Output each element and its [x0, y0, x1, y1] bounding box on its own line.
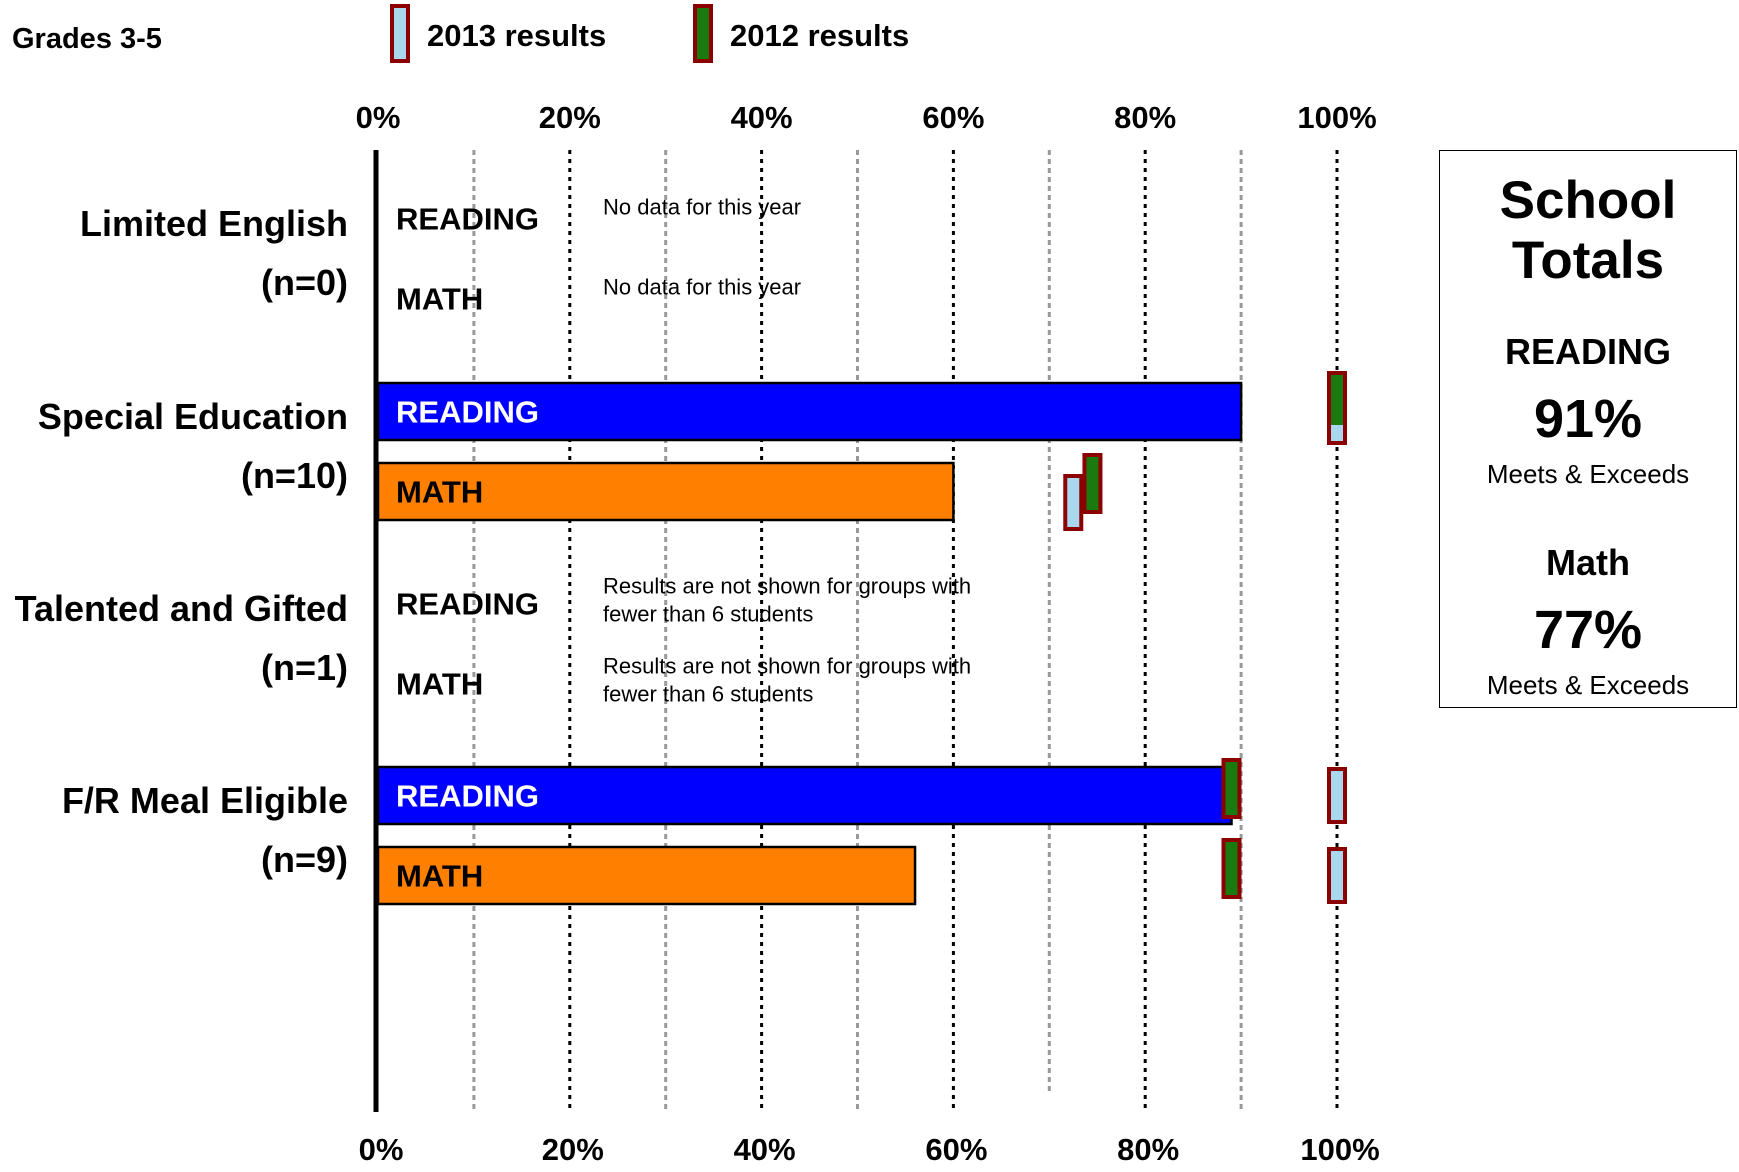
group-3-count: (n=1)	[261, 647, 348, 688]
tick-label-top-0: 0%	[356, 100, 401, 135]
tick-label-top-4: 80%	[1114, 100, 1176, 135]
group-4-row-1-subject: READING	[396, 779, 539, 814]
group-1-row-1-subject: READING	[396, 202, 539, 237]
group-4-count: (n=9)	[261, 839, 348, 880]
legend-label-2: 2012 results	[730, 18, 909, 53]
school-totals-math-note: Meets & Exceeds	[1486, 670, 1690, 700]
school-totals-math-label: Math	[1546, 542, 1630, 583]
group-2-row-1-subject: READING	[396, 395, 539, 430]
group-3-label: Talented and Gifted	[15, 588, 348, 629]
group-4-row-2-subject: MATH	[396, 859, 483, 894]
group-1-row-2-subject: MATH	[396, 282, 483, 317]
tick-label-bottom-3: 60%	[925, 1132, 987, 1167]
group-4-row-1-marker-2012	[1221, 758, 1242, 819]
group-4-row-2-marker-2013	[1327, 847, 1347, 904]
group-1-label: Limited English	[80, 203, 348, 244]
tick-label-top-1: 20%	[539, 100, 601, 135]
school-totals-box: School Totals READING 91% Meets & Exceed…	[1439, 150, 1737, 708]
tick-label-bottom-0: 0%	[359, 1132, 404, 1167]
tick-label-bottom-4: 80%	[1117, 1132, 1179, 1167]
legend-label-1: 2013 results	[427, 18, 606, 53]
tick-label-bottom-2: 40%	[734, 1132, 796, 1167]
group-2-row-2-subject: MATH	[396, 475, 483, 510]
group-3-row-1-note-1: Results are not shown for groups with	[603, 574, 971, 599]
school-totals-reading-label: READING	[1504, 331, 1671, 372]
school-totals-title-line1: School	[1499, 171, 1677, 230]
group-2-row-1-bar	[376, 381, 1243, 442]
school-totals-reading-value: 91%	[1533, 389, 1643, 449]
group-1-row-1-note-1: No data for this year	[603, 195, 801, 220]
school-totals-reading-note: Meets & Exceeds	[1486, 459, 1690, 489]
school-totals-math-value: 77%	[1533, 600, 1643, 660]
tick-label-bottom-1: 20%	[542, 1132, 604, 1167]
group-3-row-1-note-2: fewer than 6 students	[603, 602, 813, 627]
group-3-row-2-subject: MATH	[396, 667, 483, 702]
group-3-row-2-note-2: fewer than 6 students	[603, 682, 813, 707]
school-totals-title: School Totals	[1440, 171, 1736, 291]
tick-label-top-3: 60%	[922, 100, 984, 135]
group-3-row-2-note-1: Results are not shown for groups with	[603, 654, 971, 679]
legend-swatch-1	[390, 4, 410, 63]
group-3-row-1-subject: READING	[396, 587, 539, 622]
school-totals-title-line2: Totals	[1511, 231, 1665, 290]
tick-label-bottom-5: 100%	[1300, 1132, 1379, 1167]
group-2-row-2-marker-2013	[1063, 474, 1084, 531]
tick-label-top-5: 100%	[1297, 100, 1376, 135]
group-4-label: F/R Meal Eligible	[62, 780, 348, 821]
group-2-row-2-bar	[376, 461, 955, 522]
group-1-count: (n=0)	[261, 262, 348, 303]
group-2-row-2-marker-2012	[1082, 453, 1103, 514]
group-4-row-1-marker-2013	[1327, 767, 1347, 824]
group-1-row-2-note-1: No data for this year	[603, 275, 801, 300]
group-2-label: Special Education	[38, 396, 348, 437]
chart-title: Grades 3-5	[12, 23, 162, 55]
group-4-row-2-marker-2012	[1221, 838, 1242, 899]
group-2-count: (n=10)	[241, 455, 348, 496]
group-4-row-2-bar	[376, 845, 917, 906]
legend-swatch-2	[693, 4, 713, 63]
tick-label-top-2: 40%	[731, 100, 793, 135]
group-2-row-1-marker-2012	[1331, 375, 1343, 425]
